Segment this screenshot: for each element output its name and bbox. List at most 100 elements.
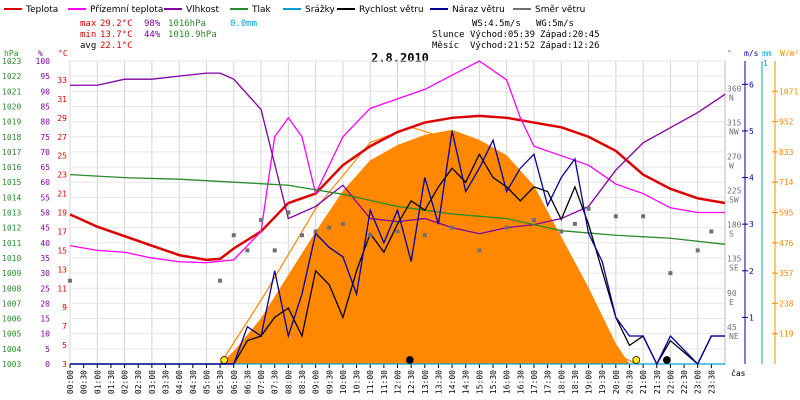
sunset-marker [632, 356, 641, 364]
x-tick-label: 22:00 [666, 370, 675, 394]
temperature-tick: 15 [57, 246, 67, 255]
series-line [70, 152, 725, 366]
hpa-tick: 1003 [2, 360, 21, 369]
direction-tick: 270 [727, 152, 742, 161]
wind-speed-info: WS:4.5m/s [472, 19, 521, 29]
wind-direction-point [695, 248, 700, 253]
direction-tick: 360 [727, 84, 742, 93]
direction-tick: 315 [727, 118, 742, 127]
radiation-tick: 595 [779, 209, 794, 218]
hpa-tick: 1022 [2, 72, 21, 81]
wind-direction-point [641, 214, 646, 219]
wind-direction-point [559, 229, 564, 234]
series-line [70, 72, 726, 235]
hpa-tick: 1011 [2, 239, 21, 248]
wind-direction-point [477, 248, 482, 253]
radiation-tick: 833 [779, 148, 794, 157]
temperature-tick: 19 [57, 209, 67, 218]
x-tick-label: 01:30 [107, 370, 116, 394]
radiation-tick: 238 [779, 299, 794, 308]
humidity-tick: 55 [40, 193, 50, 202]
wind-direction-point [286, 210, 291, 215]
temperature-tick: 17 [57, 227, 67, 236]
hpa-tick: 1015 [2, 178, 21, 187]
x-tick-label: 08:30 [298, 370, 307, 394]
wind-direction-point [272, 248, 277, 253]
radiation-tick: 119 [779, 330, 794, 339]
humidity-tick: 50 [40, 209, 50, 218]
series-line [69, 60, 725, 264]
x-tick-label: 02:00 [121, 370, 130, 394]
wind-tick: 2 [749, 267, 754, 276]
temperature-tick: 3 [62, 360, 67, 369]
avg-temp: 22.1°C [100, 41, 133, 51]
x-tick-label: 09:00 [312, 370, 321, 394]
legend-label: Teplota [25, 5, 58, 15]
radiation-tick: 357 [779, 269, 794, 278]
humidity-tick: 30 [40, 269, 50, 278]
sunrise-marker [220, 356, 229, 364]
direction-label: NE [729, 332, 739, 341]
humidity-tick: 45 [40, 224, 50, 233]
x-tick-label: 08:00 [284, 370, 293, 394]
x-tick-label: 11:30 [380, 370, 389, 394]
hpa-tick: 1023 [2, 57, 21, 66]
legend-label: Směr větru [535, 5, 585, 15]
hpa-tick: 1019 [2, 118, 21, 127]
x-tick-label: 21:00 [639, 370, 648, 394]
hpa-tick: 1009 [2, 269, 21, 278]
radiation-tick: 952 [779, 118, 794, 127]
x-tick-label: 14:00 [448, 370, 457, 394]
avg-label: avg [80, 41, 96, 51]
min-label: min [80, 30, 96, 40]
min-temp: 13.7°C [100, 30, 133, 40]
direction-tick: 180 [727, 221, 742, 230]
wind-direction-point [586, 206, 591, 211]
direction-tick: 90 [727, 289, 737, 298]
humidity-tick: 65 [40, 163, 50, 172]
x-tick-label: 15:00 [475, 370, 484, 394]
axis-units: hPa % °C ° m/s mm W/m² čas [4, 49, 799, 378]
wind-direction-point [395, 229, 400, 234]
humidity-tick: 15 [40, 315, 50, 324]
rain-tick: 1 [763, 59, 768, 68]
humidity-tick: 80 [40, 118, 50, 127]
humidity-tick: 0 [45, 360, 50, 369]
x-tick-label: 04:00 [175, 370, 184, 394]
direction-tick: 45 [727, 323, 737, 332]
x-tick-label: 06:00 [230, 370, 239, 394]
humidity-tick: 75 [40, 133, 50, 142]
wind-direction-point [68, 278, 72, 283]
sun-moon-panel: WS:4.5m/s WG:5m/s Slunce Východ:05:39 Zá… [432, 19, 600, 51]
left-axes: 1023102210211020101910181017101610151014… [2, 57, 67, 369]
wind-direction-point [231, 233, 236, 238]
hpa-tick: 1006 [2, 315, 21, 324]
moon-set: Západ:12:26 [540, 41, 600, 51]
wind-direction-point [245, 248, 250, 253]
direction-label: N [729, 93, 734, 102]
direction-tick: 135 [727, 255, 742, 264]
x-tick-label: 04:30 [189, 370, 198, 394]
moonset-marker [405, 356, 414, 364]
hpa-tick: 1018 [2, 133, 21, 142]
wind-direction-point [259, 218, 264, 223]
celsius-unit: °C [58, 49, 68, 58]
x-tick-label: 01:00 [93, 370, 102, 394]
temperature-tick: 33 [57, 76, 67, 85]
x-tick-label: 20:30 [625, 370, 634, 394]
radiation-area [220, 129, 630, 364]
stats-panel: max 29.2°C 98% 1016hPa 0.0mm min 13.7°C … [80, 19, 257, 51]
x-tick-label: 03:30 [162, 370, 171, 394]
humidity-tick: 85 [40, 102, 50, 111]
x-tick-label: 18:00 [557, 370, 566, 394]
moon-rise: Východ:21:52 [470, 41, 535, 51]
x-axis: 00:00 00:30 01:00 01:30 02:00 02:30 03:00 03:30… [66, 364, 716, 394]
x-tick-label: 10:00 [339, 370, 348, 394]
temperature-tick: 13 [57, 265, 67, 274]
legend-label: Rychlost větru [359, 5, 424, 15]
humidity-tick: 10 [40, 330, 50, 339]
wind-tick: 6 [749, 80, 754, 89]
max-pressure: 1016hPa [168, 19, 206, 29]
legend: Teplota Přízemní teplota Vlhkost Tlak Srážky… [4, 5, 585, 15]
temperature-tick: 11 [57, 284, 67, 293]
